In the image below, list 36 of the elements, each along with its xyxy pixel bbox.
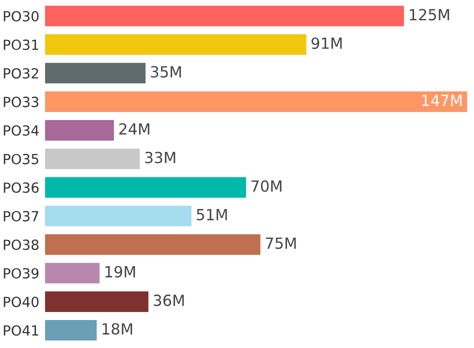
bar — [45, 62, 146, 84]
bar — [45, 206, 192, 226]
y-tick-label: PO30 — [4, 10, 39, 22]
y-tick-label: PO33 — [4, 96, 38, 108]
data-label: 33M — [145, 152, 176, 164]
data-label: 147M — [422, 94, 462, 106]
y-tick-label: PO39 — [4, 268, 38, 279]
y-tick-label: PO35 — [4, 154, 38, 164]
bar — [45, 320, 97, 341]
data-label: 18M — [102, 323, 132, 335]
bar — [45, 91, 468, 112]
bar — [45, 291, 148, 312]
y-tick-label: PO36 — [4, 182, 39, 193]
data-label: 24M — [119, 123, 150, 134]
data-label: 51M — [196, 209, 227, 220]
bar — [45, 120, 114, 141]
bar — [45, 262, 100, 284]
bar — [45, 234, 260, 255]
data-label: 35M — [150, 66, 181, 78]
data-label: 75M — [266, 238, 296, 249]
y-tick-label: PO34 — [4, 125, 39, 136]
data-label: 70M — [252, 180, 282, 192]
bar — [45, 34, 306, 55]
y-tick-label: PO37 — [4, 210, 38, 222]
y-tick-label: PO31 — [4, 40, 38, 50]
data-label: 36M — [154, 294, 184, 306]
y-tick-label: PO41 — [4, 325, 38, 336]
data-label: 125M — [410, 8, 450, 20]
bar — [45, 177, 246, 198]
y-tick-label: PO40 — [4, 296, 39, 308]
bar — [45, 148, 140, 170]
data-label: 91M — [312, 37, 342, 50]
bar — [45, 6, 404, 26]
data-label: 19M — [105, 266, 135, 278]
y-tick-label: PO38 — [4, 240, 39, 250]
y-tick-label: PO32 — [4, 68, 38, 79]
